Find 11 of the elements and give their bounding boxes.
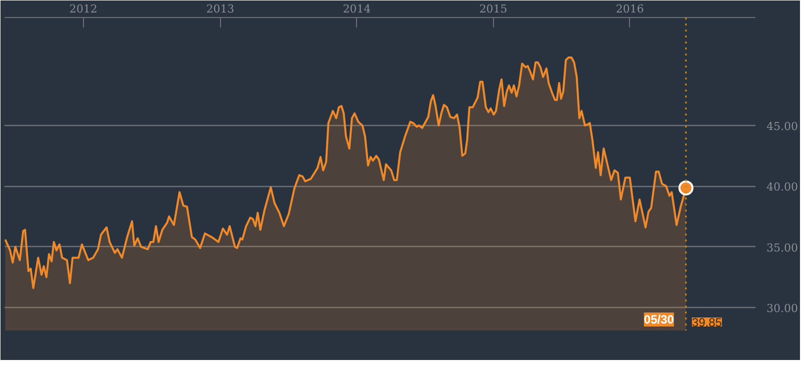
annotation: 39.85 <box>692 316 722 330</box>
x-tick-label: 2016 <box>616 2 644 16</box>
y-tick-label: 35.00 <box>766 241 798 254</box>
y-tick-label: 30.00 <box>766 302 798 315</box>
y-tick-label: 45.00 <box>766 120 798 133</box>
x-tick-label: 2015 <box>479 2 508 16</box>
x-tick-label: 2013 <box>206 2 234 16</box>
x-tick-label: 2012 <box>69 2 98 16</box>
y-tick-label: 40.00 <box>766 180 798 194</box>
x-tick-label: 2014 <box>342 2 371 16</box>
annotation: 05/30 <box>644 312 674 326</box>
